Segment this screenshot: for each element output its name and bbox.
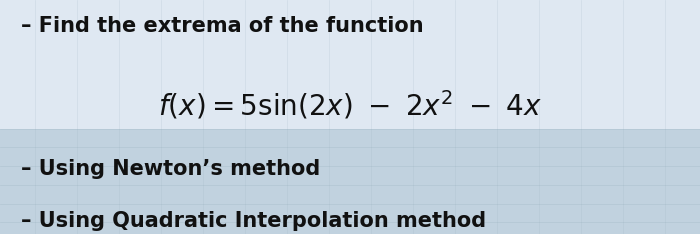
Text: $f(x)=5\sin(2x)\ -\ 2x^2\ -\ 4x$: $f(x)=5\sin(2x)\ -\ 2x^2\ -\ 4x$ — [158, 89, 542, 122]
Text: – Using Quadratic Interpolation method: – Using Quadratic Interpolation method — [21, 211, 486, 230]
Bar — [0, 129, 700, 234]
Bar — [0, 0, 700, 129]
Text: – Find the extrema of the function: – Find the extrema of the function — [21, 16, 423, 36]
Text: – Using Newton’s method: – Using Newton’s method — [21, 159, 321, 179]
